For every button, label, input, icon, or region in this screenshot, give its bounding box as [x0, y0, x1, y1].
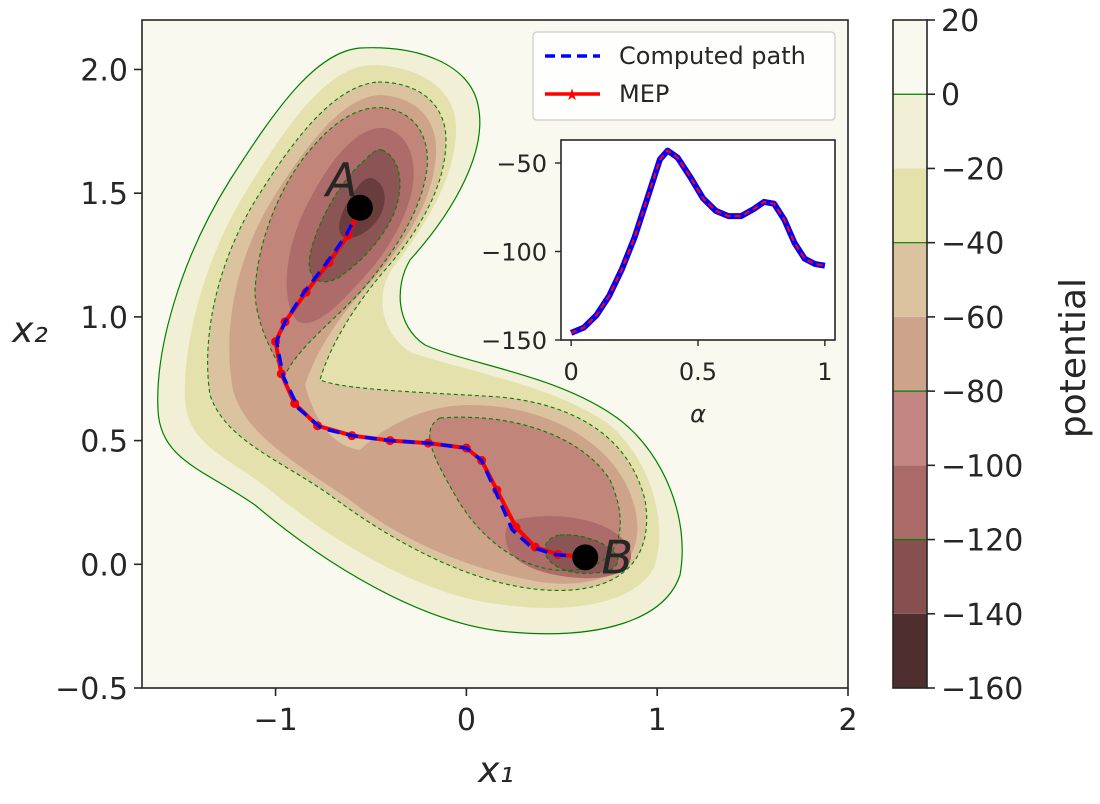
colorbar-label: potential [1053, 278, 1094, 438]
colorbar-tick-label: 20 [941, 4, 979, 39]
colorbar-tick-label: 0 [941, 78, 960, 113]
main-y-tick-label: 1.5 [80, 177, 128, 212]
inset-y-ticks: −50 −100 −150 [481, 150, 561, 355]
colorbar-tick-label: −60 [941, 301, 1004, 336]
inset-x-axis-label: α [690, 400, 706, 428]
inset-x-tick-label: 0 [564, 358, 579, 386]
main-x-tick-label: −1 [253, 703, 297, 738]
colorbar-tick-label: −20 [941, 152, 1004, 187]
main-x-tick-label: 2 [838, 703, 857, 738]
main-y-tick-label: −0.5 [55, 672, 128, 707]
colorbar-tick-label: −100 [941, 449, 1023, 484]
main-y-tick-label: 1.0 [80, 301, 128, 336]
inset-series-layer [569, 147, 826, 336]
main-y-tick-label: 0.0 [80, 548, 128, 583]
contour-line-level-0 [157, 47, 683, 635]
colorbar-band [893, 242, 927, 317]
legend[interactable]: Computed path ★ MEP [532, 31, 836, 121]
main-axes-frame [141, 19, 849, 689]
minimum-marker-A [346, 194, 373, 221]
inset-plot-background [561, 140, 835, 340]
main-x-ticks: −1 0 1 2 [253, 688, 858, 738]
main-y-tick-label: 0.5 [80, 425, 128, 460]
main-y-axis-label: x₂ [11, 310, 48, 351]
colorbar-tick-label: −80 [941, 375, 1004, 410]
colorbar-band [893, 391, 927, 466]
colorbar-frame [892, 19, 928, 689]
computed-path-line [274, 207, 586, 560]
colorbar-tick-label: −40 [941, 227, 1004, 262]
contour-line-level-minus120 [308, 149, 401, 283]
inset-x-ticks: 0 0.5 1 [564, 340, 832, 386]
main-x-tick-label: 1 [648, 703, 667, 738]
inset-mep-line [570, 149, 826, 334]
inset-x-tick-label: 0.5 [679, 358, 717, 386]
colorbar-band [893, 539, 927, 614]
minima-markers: AB [323, 153, 633, 585]
legend-box [532, 31, 836, 121]
minimum-label-A: A [323, 153, 357, 207]
inset-y-tick-label: −100 [481, 239, 547, 267]
colorbar-tick-label: −160 [941, 672, 1023, 707]
colorbar-band [893, 465, 927, 540]
legend-label-mep: MEP [619, 80, 669, 108]
colorbar-band [893, 168, 927, 243]
inset-y-tick-label: −50 [496, 150, 547, 178]
inset-y-tick-label: −150 [481, 327, 547, 355]
contour-line-level-minus40 [207, 81, 648, 592]
main-y-ticks: −0.5 0.0 0.5 1.0 1.5 2.0 [55, 53, 142, 707]
colorbar-band [893, 316, 927, 392]
legend-star-icon: ★ [565, 85, 579, 104]
minimum-marker-B [572, 544, 599, 571]
mep-star-marker [290, 398, 300, 408]
colorbar-band [893, 20, 927, 95]
colorbar-band [893, 613, 927, 688]
main-x-tick-label: 0 [457, 703, 476, 738]
colorbar-tick-label: −140 [941, 598, 1023, 633]
contour-line-level-minus120-b [544, 534, 619, 574]
colorbar [893, 20, 927, 688]
main-y-tick-label: 2.0 [80, 53, 128, 88]
legend-label-computed-path: Computed path [619, 42, 806, 70]
colorbar-ticks: −160 −140 −120 −100 −80 −60 −40 −20 0 20 [927, 4, 1023, 707]
main-x-axis-label: x₁ [477, 750, 514, 791]
colorbar-band [893, 94, 927, 169]
minimum-label-B: B [601, 530, 633, 584]
colorbar-tick-label: −120 [941, 524, 1023, 559]
inset-x-tick-label: 1 [817, 358, 832, 386]
